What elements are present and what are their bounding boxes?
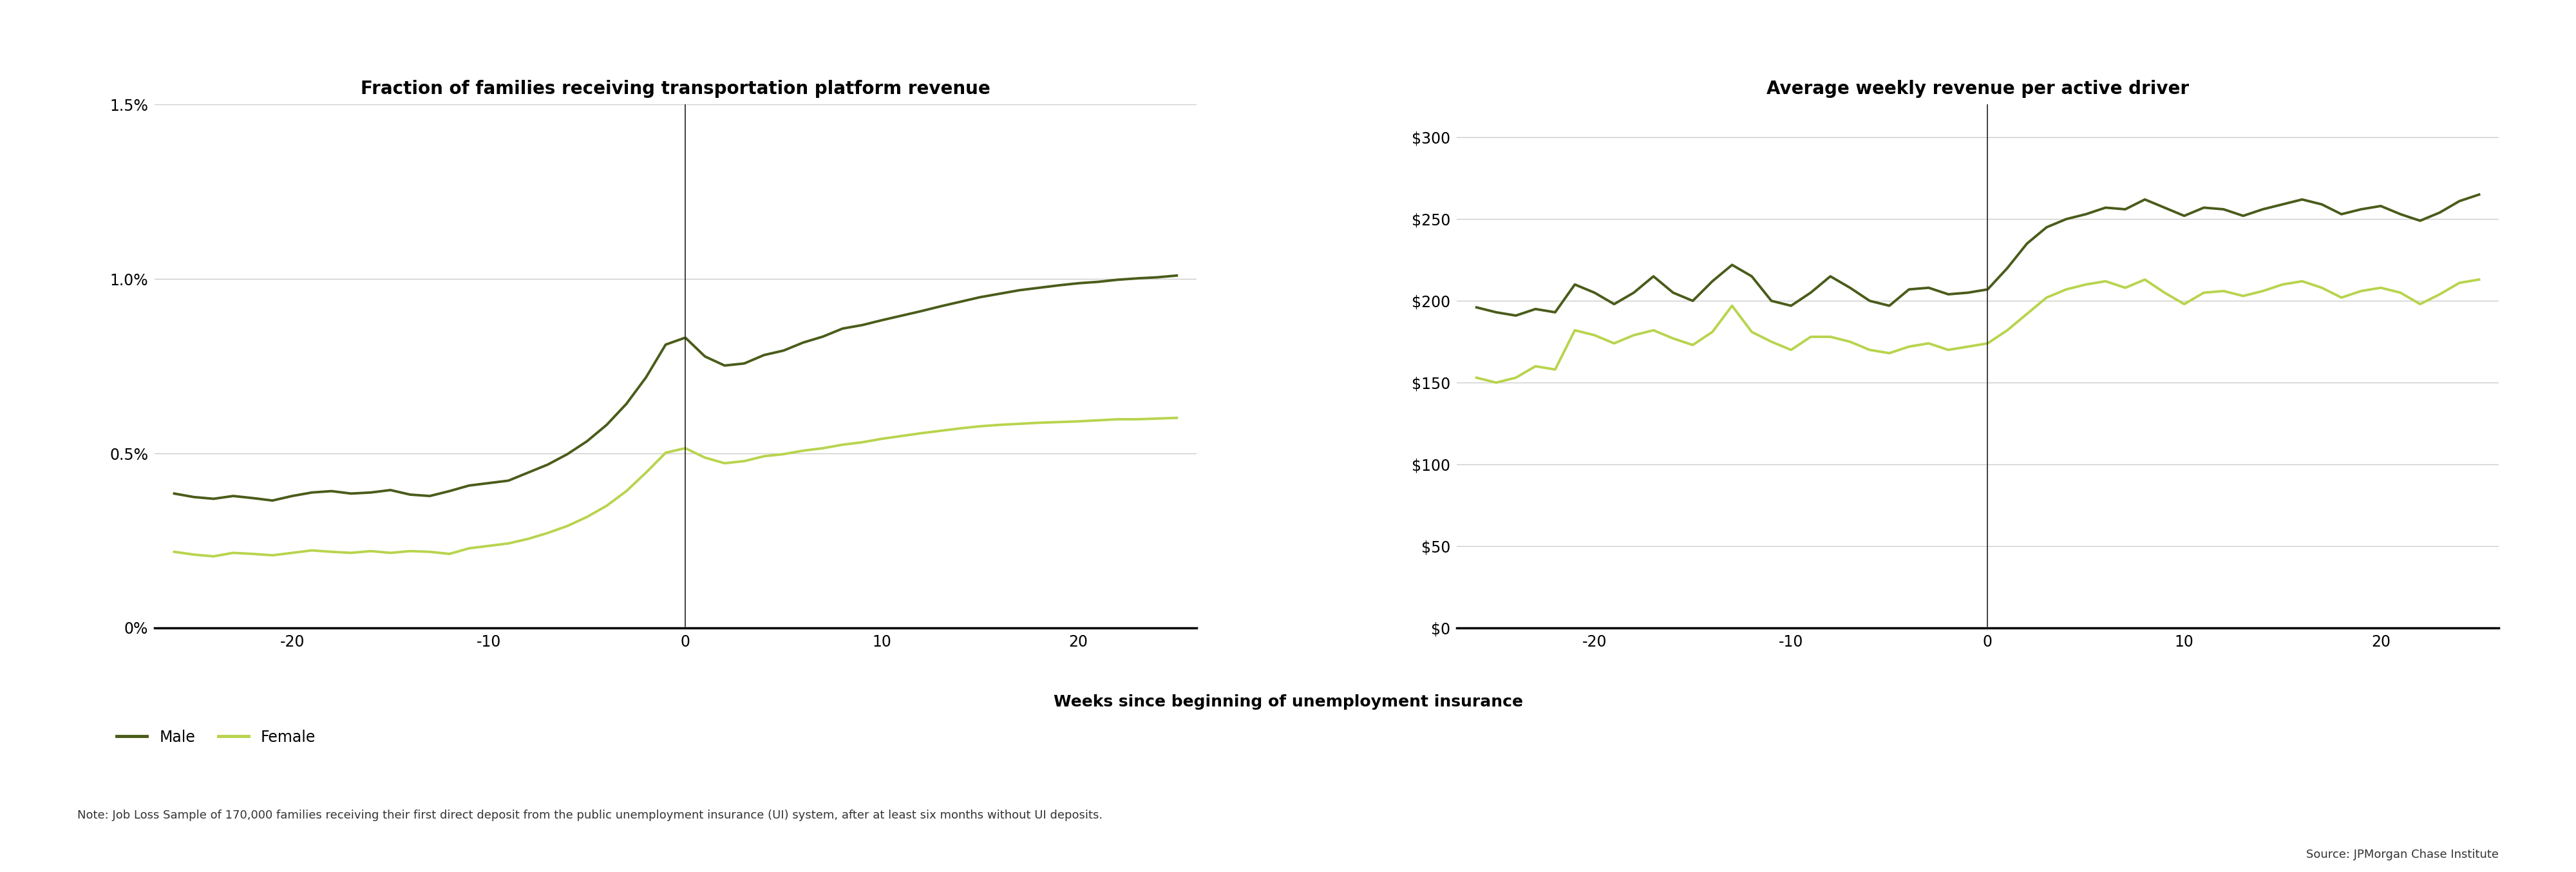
Title: Average weekly revenue per active driver: Average weekly revenue per active driver	[1767, 79, 2190, 98]
Text: Source: JPMorgan Chase Institute: Source: JPMorgan Chase Institute	[2306, 848, 2499, 861]
Text: Note: Job Loss Sample of 170,000 families receiving their first direct deposit f: Note: Job Loss Sample of 170,000 familie…	[77, 809, 1103, 821]
Title: Fraction of families receiving transportation platform revenue: Fraction of families receiving transport…	[361, 79, 989, 98]
Legend: Male, Female: Male, Female	[111, 724, 322, 751]
Text: Weeks since beginning of unemployment insurance: Weeks since beginning of unemployment in…	[1054, 694, 1522, 710]
